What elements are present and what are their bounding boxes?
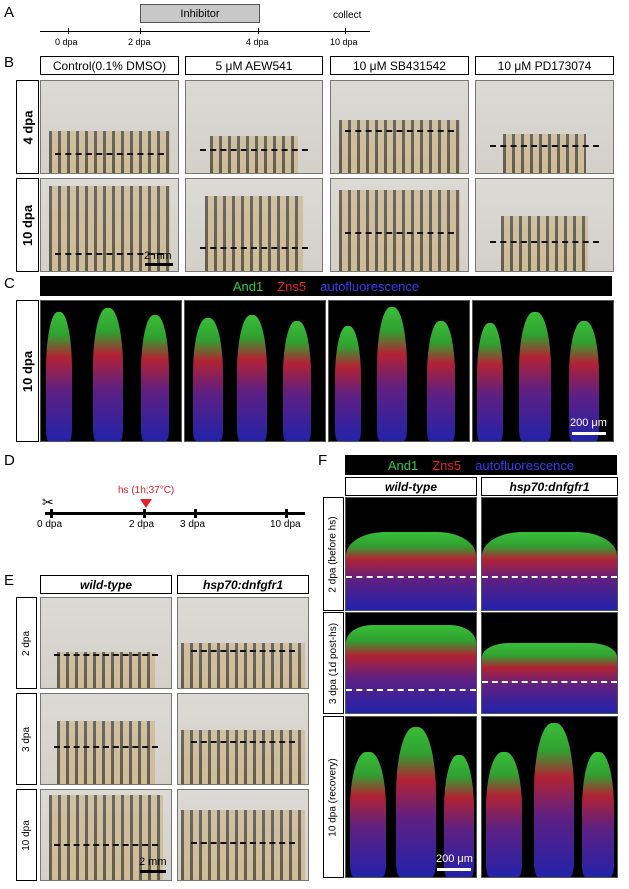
fluor-image-f-wildtype-10dpa — [345, 716, 477, 878]
fluor-image-f-wildtype-2dpa — [345, 497, 477, 611]
tick-a-2 — [140, 28, 141, 34]
scale-bar-f — [437, 868, 471, 871]
fin-image-e-wildtype-3dpa — [40, 693, 172, 785]
panel-label-f: F — [318, 452, 328, 469]
legend-autofluorescence-f: autofluorescence — [475, 457, 575, 473]
col-header-aew541: 5 μM AEW541 — [185, 56, 323, 75]
tick-label-a-4: 4 dpa — [246, 37, 269, 47]
fin-image-aew541-10dpa — [185, 178, 323, 272]
timeline-d — [45, 512, 305, 515]
fluor-image-f-wildtype-3dpa — [345, 612, 477, 714]
fluor-image-f-hsp70-2dpa — [481, 497, 618, 611]
fluor-image-pd173074 — [472, 300, 614, 442]
tick-a-4 — [258, 28, 259, 34]
fluor-image-f-hsp70-10dpa — [481, 716, 618, 878]
legend-banner-c: And1 Zns5 autofluorescence — [40, 276, 612, 296]
row-label-f-2dpa: 2 dpa (before hs) — [323, 497, 344, 611]
fluor-image-f-hsp70-3dpa — [481, 612, 618, 714]
legend-zns5-f: Zns5 — [432, 457, 462, 473]
row-label-f-3dpa: 3 dpa (1d post-hs) — [323, 612, 344, 714]
fluor-image-control — [40, 300, 182, 442]
tick-d-3 — [194, 509, 197, 518]
tick-label-a-0: 0 dpa — [55, 37, 78, 47]
tick-label-d-3: 3 dpa — [180, 519, 206, 530]
scale-label-e: 2 mm — [139, 856, 167, 868]
inhibitor-bar: Inhibitor — [140, 4, 260, 23]
row-label-e-10dpa: 10 dpa — [16, 789, 37, 881]
panel-label-a: A — [4, 4, 15, 21]
fluor-image-sb431542 — [328, 300, 470, 442]
panel-label-d: D — [4, 452, 15, 469]
fin-image-e-hsp70-2dpa — [177, 597, 309, 689]
fin-image-pd173074-10dpa — [475, 178, 614, 272]
col-header-control: Control(0.1% DMSO) — [40, 56, 179, 75]
row-label-b-10dpa: 10 dpa — [16, 178, 39, 272]
fin-image-sb431542-10dpa — [330, 178, 469, 272]
scale-bar-c — [572, 432, 606, 435]
scissors-icon: ✂ — [42, 494, 54, 510]
col-header-e-wildtype: wild-type — [40, 575, 172, 594]
scale-label-c: 200 μm — [570, 417, 607, 429]
scale-label-f: 200 μm — [436, 853, 473, 865]
row-label-c-10dpa: 10 dpa — [16, 300, 39, 442]
col-header-f-hsp70: hsp70:dnfgfr1 — [481, 477, 618, 496]
panel-label-b: B — [4, 54, 15, 71]
panel-label-c: C — [4, 275, 15, 292]
tick-d-2 — [143, 509, 146, 518]
tick-label-a-10: 10 dpa — [330, 37, 358, 47]
fin-image-pd173074-4dpa — [475, 80, 614, 174]
tick-d-10 — [285, 509, 288, 518]
row-label-e-2dpa: 2 dpa — [16, 597, 37, 689]
timeline-a — [40, 31, 370, 32]
fin-image-e-wildtype-2dpa — [40, 597, 172, 689]
legend-autofluorescence-c: autofluorescence — [320, 278, 420, 294]
hs-label: hs (1h;37°C) — [118, 485, 175, 496]
fluor-image-aew541 — [184, 300, 326, 442]
row-label-f-10dpa: 10 dpa (recovery) — [323, 716, 344, 878]
tick-d-0 — [50, 509, 53, 518]
fin-image-sb431542-4dpa — [330, 80, 469, 174]
fin-image-control-4dpa — [40, 80, 179, 174]
legend-and1-f: And1 — [387, 457, 419, 473]
col-header-sb431542: 10 μM SB431542 — [330, 56, 469, 75]
col-header-f-wildtype: wild-type — [345, 477, 477, 496]
legend-banner-f: And1 Zns5 autofluorescence — [345, 455, 617, 475]
fin-image-e-hsp70-3dpa — [177, 693, 309, 785]
tick-label-d-10: 10 dpa — [270, 519, 301, 530]
col-header-e-hsp70: hsp70:dnfgfr1 — [177, 575, 309, 594]
fin-image-e-hsp70-10dpa — [177, 789, 309, 881]
hs-arrow-icon — [140, 499, 152, 508]
fin-image-e-wildtype-10dpa — [40, 789, 172, 881]
col-header-pd173074: 10 μM PD173074 — [475, 56, 614, 75]
scale-bar-e — [140, 870, 166, 873]
scale-label-b: 2 mm — [144, 250, 172, 262]
row-label-e-3dpa: 3 dpa — [16, 693, 37, 785]
tick-label-d-2: 2 dpa — [129, 519, 155, 530]
collect-label: collect — [333, 10, 362, 21]
fin-image-control-10dpa — [40, 178, 179, 272]
legend-zns5-c: Zns5 — [277, 278, 307, 294]
tick-label-d-0: 0 dpa — [37, 519, 63, 530]
panel-label-e: E — [4, 572, 15, 589]
row-label-b-4dpa: 4 dpa — [16, 80, 39, 174]
tick-a-10 — [345, 28, 346, 34]
tick-label-a-2: 2 dpa — [128, 37, 151, 47]
scale-bar-b — [145, 263, 173, 266]
tick-a-0 — [68, 28, 69, 34]
fin-image-aew541-4dpa — [185, 80, 323, 174]
legend-and1-c: And1 — [232, 278, 264, 294]
